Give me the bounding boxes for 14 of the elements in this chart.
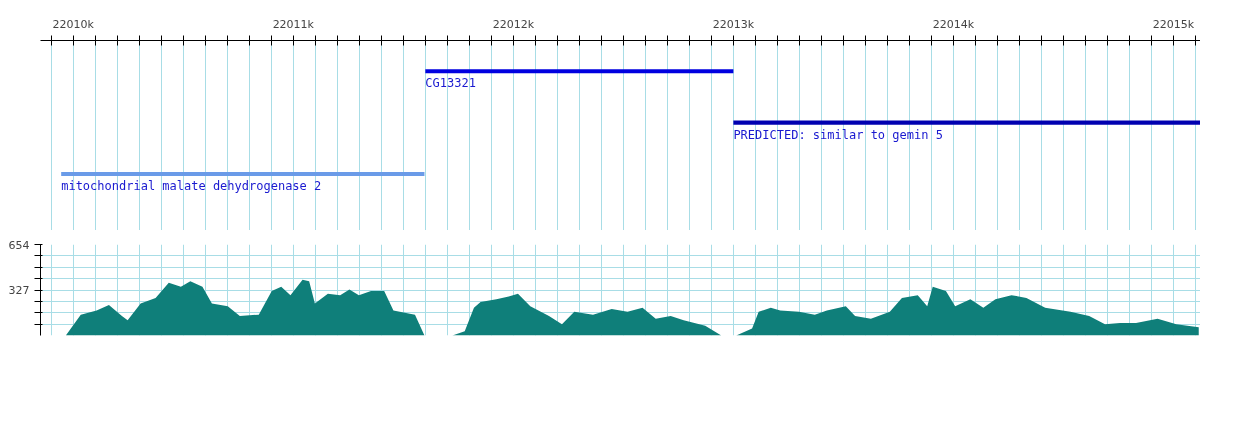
y-tick-label: 327 <box>8 284 30 297</box>
bar <box>425 69 734 74</box>
y-tick-label: mitochondrial malate dehydrogenase 2 <box>61 179 322 194</box>
x-tick-label: 22014k <box>932 17 975 31</box>
x-tick-label: 22010k <box>52 17 95 31</box>
x-tick-label: 22013k <box>712 17 755 31</box>
y-tick-label: CG13321 <box>425 76 476 91</box>
x-tick-label: 22011k <box>272 17 315 31</box>
x-tick-label: 22012k <box>492 17 535 31</box>
bar <box>61 171 425 177</box>
y-tick-label: PREDICTED: similar to gemin 5 <box>733 127 943 142</box>
y-tick-label: 654 <box>8 238 30 252</box>
x-tick-label: 22015k <box>1152 17 1195 31</box>
bar <box>733 120 1200 125</box>
